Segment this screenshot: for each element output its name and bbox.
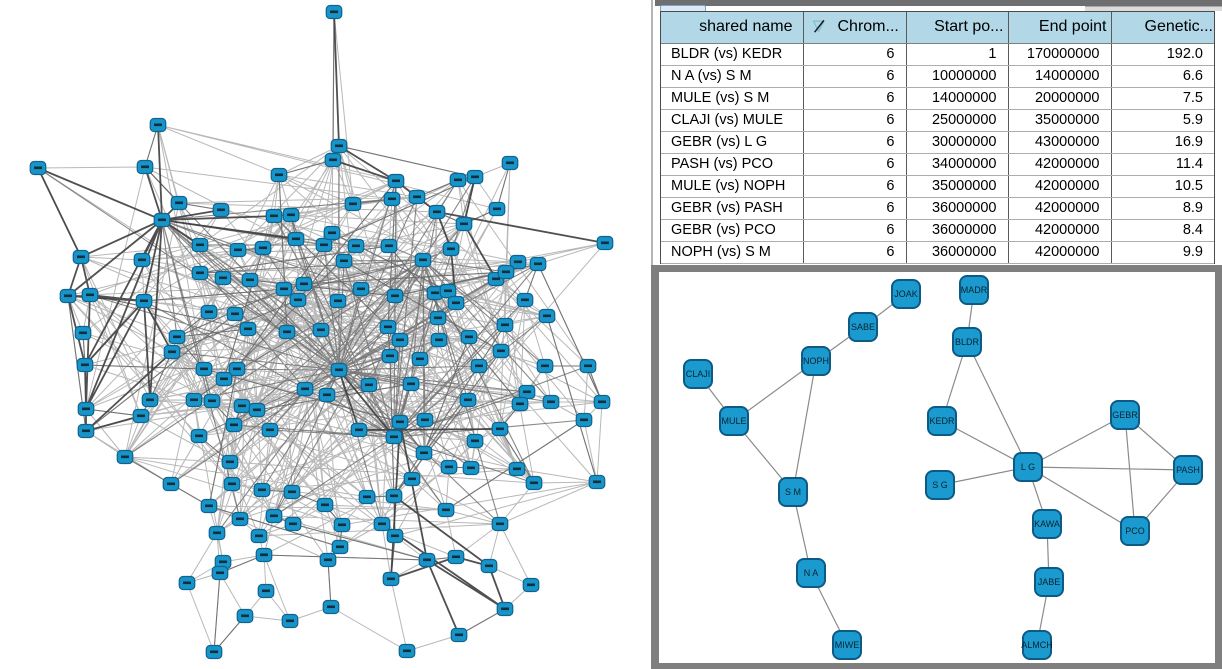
svg-text:S G: S G [932, 480, 948, 490]
svg-text:N A: N A [804, 568, 819, 578]
svg-text:CLAJI: CLAJI [686, 369, 711, 379]
svg-text:JOAK: JOAK [894, 289, 918, 299]
svg-text:KEDR: KEDR [929, 416, 955, 426]
svg-text:KAWA: KAWA [1034, 519, 1060, 529]
svg-text:MADR: MADR [961, 285, 988, 295]
svg-text:SABE: SABE [851, 322, 875, 332]
svg-text:BLDR: BLDR [955, 337, 980, 347]
svg-text:ALMCH: ALMCH [1021, 640, 1053, 650]
svg-text:JABE: JABE [1038, 577, 1061, 587]
svg-text:GEBR: GEBR [1112, 410, 1138, 420]
svg-text:NOPH: NOPH [803, 356, 829, 366]
svg-text:S M: S M [785, 487, 801, 497]
svg-text:PASH: PASH [1176, 465, 1200, 475]
svg-text:MULE: MULE [721, 416, 746, 426]
svg-text:L G: L G [1021, 462, 1035, 472]
svg-text:PCO: PCO [1125, 526, 1145, 536]
svg-text:MIWE: MIWE [835, 640, 860, 650]
